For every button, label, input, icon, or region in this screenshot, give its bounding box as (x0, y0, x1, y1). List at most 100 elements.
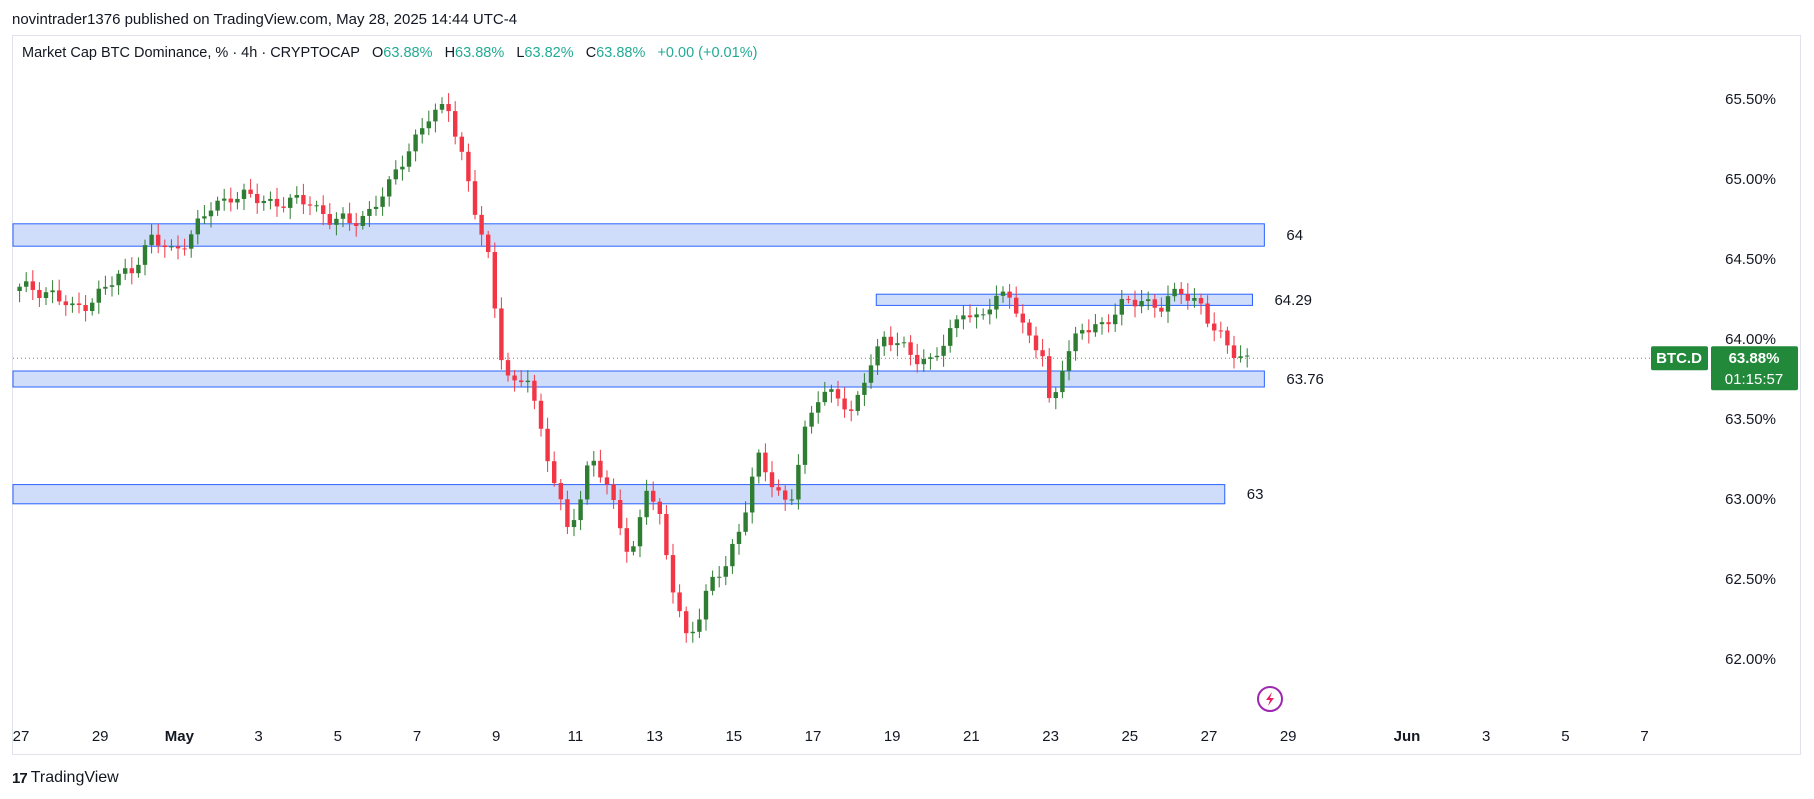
y-tick-label: 62.50% (1725, 571, 1776, 588)
candle-body (156, 234, 161, 246)
x-tick-label: 3 (254, 728, 262, 745)
candle-body (895, 343, 900, 346)
candle-body (43, 292, 49, 299)
x-tick-label: 13 (646, 728, 663, 745)
candle-body (743, 512, 748, 532)
candle-body (717, 576, 722, 578)
lightning-icon[interactable] (1257, 686, 1283, 712)
candle-body (981, 314, 986, 316)
candle-body (446, 104, 451, 112)
candle-body (255, 193, 260, 204)
candle-body (208, 210, 214, 217)
zone-1[interactable] (875, 293, 1253, 306)
countdown-timer: 01:15:57 (1725, 371, 1783, 388)
x-tick-label: Jun (1394, 728, 1421, 745)
candle-body (756, 452, 761, 477)
candle-body (486, 234, 491, 253)
candle-body (868, 365, 874, 383)
candle-body (413, 134, 418, 152)
candle-body (1146, 299, 1151, 302)
candle-body (928, 357, 933, 359)
candle-body (816, 402, 821, 413)
candle-body (789, 499, 794, 501)
candle-body (202, 216, 207, 219)
candle-body (558, 483, 563, 500)
candle-body (1126, 299, 1131, 301)
candle-body (1139, 301, 1144, 307)
candle-body (552, 461, 557, 484)
chart-frame[interactable] (12, 35, 1801, 755)
candle-body (261, 200, 266, 204)
candle-body (334, 218, 339, 225)
candle-body (934, 355, 940, 358)
candle-body (288, 197, 293, 208)
legend-open-value: 63.88% (383, 45, 433, 61)
legend-change: +0.00 (+0.01%) (657, 45, 758, 61)
candle-body (472, 181, 478, 215)
x-tick-label: 17 (805, 728, 822, 745)
tradingview-logo-icon: 17 (12, 769, 28, 787)
candle-body (1238, 356, 1243, 359)
candle-body (1198, 297, 1204, 304)
candle-body (809, 412, 814, 427)
candle-body (921, 358, 926, 365)
candle-body (347, 213, 352, 224)
candle-body (519, 380, 524, 383)
candle-body (360, 215, 365, 226)
candle-body (1040, 350, 1045, 357)
candle-body (367, 208, 372, 216)
x-tick-label: 7 (1640, 728, 1648, 745)
candle-body (235, 198, 240, 203)
candle-body (1000, 291, 1006, 296)
candle-body (915, 354, 920, 365)
candle-body (1093, 324, 1098, 333)
candle-body (182, 248, 187, 250)
candle-body (281, 206, 286, 208)
legend-low-value: 63.82% (524, 45, 574, 61)
x-tick-label: 3 (1482, 728, 1490, 745)
candle-body (499, 308, 504, 361)
candle-body (585, 465, 590, 500)
candle-body (373, 206, 379, 209)
candle-body (545, 428, 550, 462)
tradingview-brand[interactable]: 17 TradingView (12, 769, 119, 787)
candle-body (129, 268, 134, 274)
candle-body (63, 301, 68, 306)
zone-label-2: 63.76 (1286, 371, 1324, 388)
y-tick-label: 62.00% (1725, 651, 1776, 668)
legend-symbol[interactable]: Market Cap BTC Dominance, % · 4h · CRYPT… (22, 45, 360, 61)
candle-body (57, 290, 62, 302)
x-tick-label: 27 (1201, 728, 1218, 745)
candle-body (974, 314, 979, 318)
candle-body (479, 214, 484, 235)
zone-label-1: 64.29 (1274, 292, 1312, 309)
y-tick-label: 64.50% (1725, 251, 1776, 268)
zone-label-0: 64 (1286, 227, 1303, 244)
candle-body (241, 189, 247, 199)
x-tick-label: 21 (963, 728, 980, 745)
candle-body (967, 315, 973, 318)
candle-body (525, 380, 530, 383)
x-tick-label: 15 (725, 728, 742, 745)
candle-body (453, 111, 458, 137)
candle-body (644, 490, 649, 518)
candle-body (1053, 392, 1058, 399)
price-badge[interactable] (1711, 346, 1798, 391)
y-tick-label: 65.50% (1725, 91, 1776, 108)
price-badge-value: 63.88% (1729, 350, 1780, 367)
symbol-badge[interactable] (1651, 346, 1708, 371)
candle-body (618, 499, 623, 529)
candle-body (1007, 291, 1012, 298)
zone-0[interactable] (12, 223, 1265, 247)
candle-body (1106, 322, 1111, 325)
candle-body (24, 281, 29, 287)
candle-body (37, 289, 42, 299)
candle-body (426, 121, 431, 129)
candle-body (142, 245, 148, 265)
candle-body (987, 309, 992, 315)
zone-2[interactable] (12, 370, 1265, 388)
y-tick-label: 63.50% (1725, 411, 1776, 428)
candle-body (690, 631, 695, 634)
zone-label-3: 63 (1247, 486, 1264, 503)
